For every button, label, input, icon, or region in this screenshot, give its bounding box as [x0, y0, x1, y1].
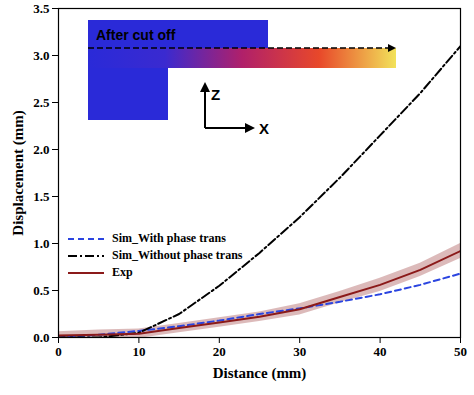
svg-text:50: 50 — [454, 344, 467, 359]
svg-text:0.5: 0.5 — [33, 283, 50, 298]
svg-text:3.5: 3.5 — [33, 1, 50, 16]
svg-text:30: 30 — [293, 344, 306, 359]
html-text:Sim_Without phase trans: Sim_Without phase trans — [112, 248, 243, 262]
svg-text:0.0: 0.0 — [33, 330, 49, 345]
svg-text:10: 10 — [132, 344, 145, 359]
svg-text:2.5: 2.5 — [33, 95, 50, 110]
svg-text:1.5: 1.5 — [33, 189, 50, 204]
svg-text:0: 0 — [55, 344, 62, 359]
svg-text:X: X — [259, 120, 269, 137]
svg-text:2.0: 2.0 — [33, 142, 49, 157]
html-text:Exp: Exp — [112, 265, 133, 279]
html-text:Sim_With phase trans: Sim_With phase trans — [112, 231, 226, 245]
svg-text:3.0: 3.0 — [33, 48, 49, 63]
svg-text:Z: Z — [211, 86, 220, 103]
svg-text:20: 20 — [213, 344, 226, 359]
svg-text:1.0: 1.0 — [33, 236, 49, 251]
svg-text:Distance (mm): Distance (mm) — [213, 365, 307, 382]
svg-text:After cut off: After cut off — [96, 27, 176, 43]
svg-text:Displacement (mm): Displacement (mm) — [10, 110, 27, 235]
svg-text:40: 40 — [374, 344, 387, 359]
